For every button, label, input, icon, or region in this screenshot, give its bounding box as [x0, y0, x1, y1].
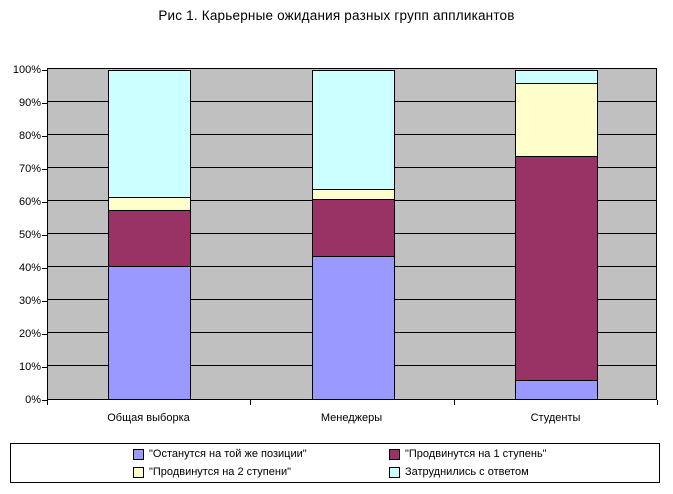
legend-item: "Останутся на той же позиции" [133, 448, 307, 460]
y-axis-tick-label: 100% [12, 64, 41, 76]
bar-3 [515, 70, 598, 400]
legend-item-label: "Продвинутся на 2 ступени" [149, 466, 291, 478]
y-axis-tick [42, 235, 47, 236]
y-axis-tick-label: 60% [18, 196, 41, 208]
y-axis-tick-label: 30% [18, 295, 41, 307]
y-axis-tick [42, 400, 47, 401]
bar-segment [515, 83, 598, 157]
y-axis-tick [42, 301, 47, 302]
chart-title: Рис 1. Карьерные ожидания разных групп а… [158, 8, 515, 23]
legend-item: "Продвинутся на 2 ступени" [133, 466, 291, 478]
bar-segment [108, 197, 191, 211]
legend-color-swatch [133, 466, 144, 478]
legend-color-swatch [389, 448, 400, 460]
bar-segment [515, 156, 598, 381]
legend-item: Затруднились с ответом [389, 466, 529, 478]
y-axis-tick-label: 20% [18, 328, 41, 340]
x-axis-tick [454, 400, 455, 405]
x-axis-tick [657, 400, 658, 405]
plot-area [47, 68, 657, 400]
bar-segment [108, 266, 191, 400]
bar-segment [515, 380, 598, 400]
y-axis-tick [42, 367, 47, 368]
legend-item-label: Затруднились с ответом [405, 466, 529, 478]
y-axis-tick-label: 40% [18, 262, 41, 274]
y-axis-tick-label: 80% [18, 130, 41, 142]
legend-item-label: "Останутся на той же позиции" [149, 448, 307, 460]
bar-segment [108, 210, 191, 267]
y-axis-tick [42, 268, 47, 269]
bar-segment [312, 70, 395, 190]
x-axis-tick [47, 400, 48, 405]
bar-segment [108, 70, 191, 198]
legend-item: "Продвинутся на 1 ступень" [389, 448, 547, 460]
y-axis-tick [42, 103, 47, 104]
bar-segment [312, 189, 395, 200]
y-axis-tick [42, 334, 47, 335]
y-axis-tick [42, 70, 47, 71]
x-axis-tick [250, 400, 251, 405]
y-axis-tick-label: 0% [25, 394, 41, 406]
legend-item-label: "Продвинутся на 1 ступень" [405, 448, 547, 460]
y-axis-tick-label: 90% [18, 97, 41, 109]
legend-color-swatch [389, 466, 400, 478]
x-axis-category-label: Менеджеры [320, 412, 383, 424]
legend-color-swatch [133, 448, 144, 460]
bar-1 [108, 70, 191, 400]
y-axis-tick [42, 169, 47, 170]
y-axis-tick [42, 202, 47, 203]
bar-segment [515, 70, 598, 84]
y-axis-tick-label: 70% [18, 163, 41, 175]
y-axis-tick-label: 50% [18, 229, 41, 241]
bar-segment [312, 256, 395, 400]
bar-segment [312, 199, 395, 257]
y-axis-tick-label: 10% [18, 361, 41, 373]
y-axis-tick [42, 136, 47, 137]
bar-2 [312, 70, 395, 400]
x-axis-category-label: Общая выборка [107, 412, 190, 424]
legend: "Останутся на той же позиции" "Продвинутс… [10, 443, 660, 483]
x-axis-category-label: Студенты [530, 412, 581, 424]
